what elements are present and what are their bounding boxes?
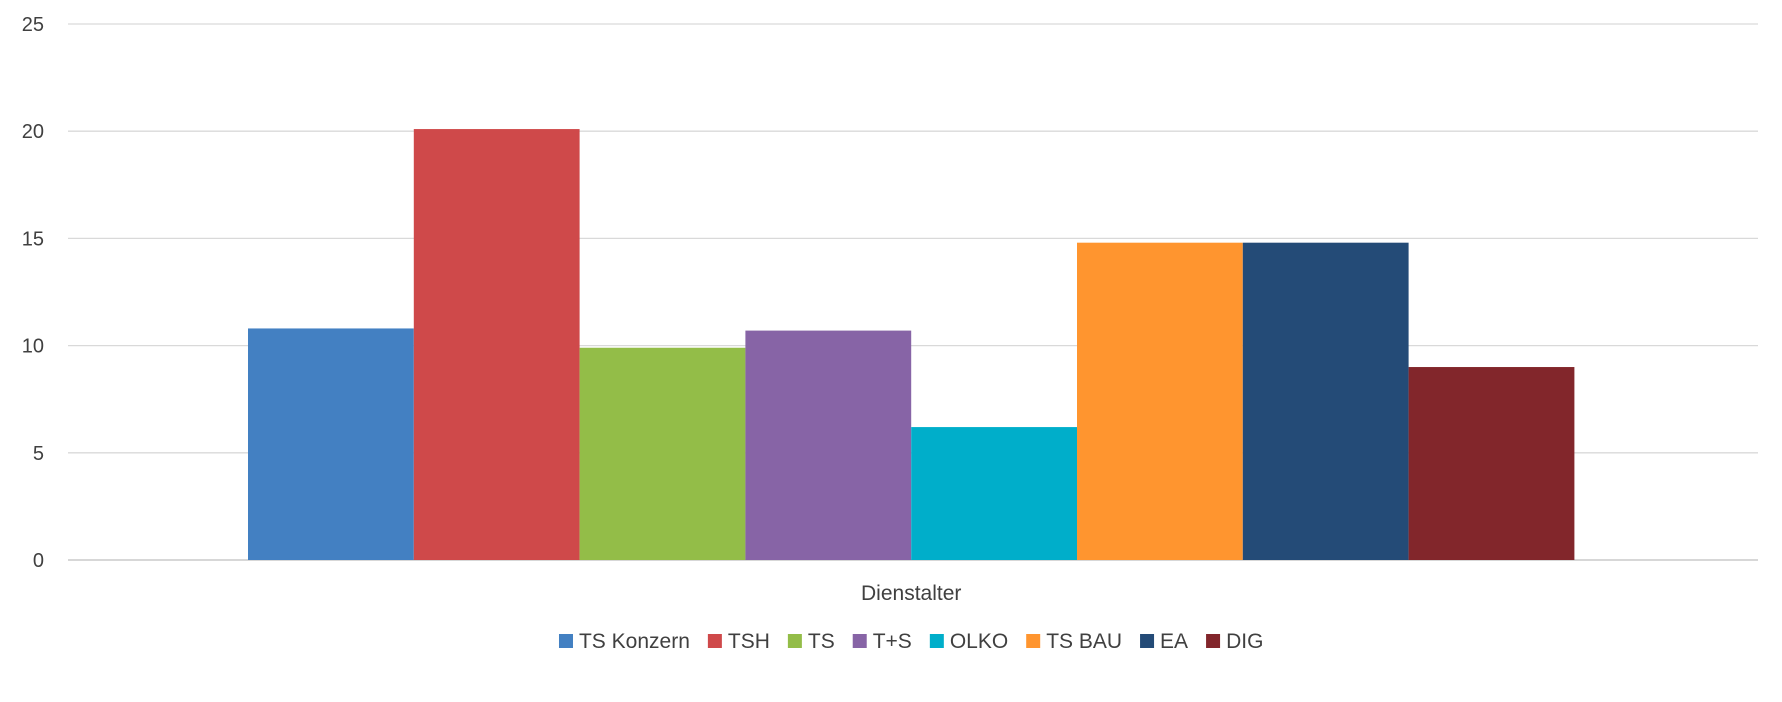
legend-swatch <box>1206 634 1221 648</box>
legend-label: TSH <box>728 630 770 653</box>
legend-label: TS Konzern <box>579 630 690 653</box>
legend-item-t-s: T+S <box>852 630 912 653</box>
y-tick-label: 15 <box>22 228 44 250</box>
bar-ts-bau <box>1077 242 1243 561</box>
bar-ts-konzern <box>248 328 414 560</box>
legend-label: TS <box>808 630 835 653</box>
legend-label: T+S <box>873 630 912 653</box>
legend-item-ts-konzern: TS Konzern <box>558 630 690 653</box>
bar-t-s <box>745 330 912 560</box>
bar-tsh <box>413 129 580 560</box>
y-tick-label: 10 <box>22 336 44 358</box>
bar-olko <box>911 427 1077 560</box>
bar-dig <box>1408 367 1575 560</box>
bar-ea <box>1242 242 1409 561</box>
legend-swatch <box>929 634 944 648</box>
legend-item-dig: DIG <box>1206 630 1263 653</box>
legend-swatch <box>707 634 722 648</box>
legend-swatch <box>1026 634 1041 648</box>
bar-ts <box>579 347 746 560</box>
legend-item-olko: OLKO <box>929 630 1008 653</box>
legend-label: EA <box>1160 630 1188 653</box>
legend-item-ea: EA <box>1140 630 1188 653</box>
y-tick-label: 0 <box>33 550 44 572</box>
legend-label: TS BAU <box>1046 630 1122 653</box>
legend-label: OLKO <box>950 630 1008 653</box>
legend-label: DIG <box>1226 630 1263 653</box>
legend-swatch <box>558 634 573 648</box>
legend-swatch <box>852 634 867 648</box>
bars <box>248 129 1575 561</box>
y-axis-ticks: 0 5 10 15 20 25 <box>22 14 44 572</box>
legend-swatch <box>1140 634 1155 648</box>
y-tick-label: 25 <box>22 14 44 36</box>
y-tick-label: 5 <box>33 443 44 465</box>
legend-item-tsh: TSH <box>707 630 770 653</box>
x-axis-categories: Dienstalter <box>861 582 961 605</box>
y-tick-label: 20 <box>22 121 44 143</box>
legend-item-ts-bau: TS BAU <box>1026 630 1122 653</box>
legend-swatch <box>787 634 802 648</box>
x-category-label: Dienstalter <box>861 582 961 605</box>
legend: TS Konzern TSH TS T+S OLKO TS BAU EA DIG <box>558 630 1263 653</box>
legend-item-ts: TS <box>787 630 835 653</box>
